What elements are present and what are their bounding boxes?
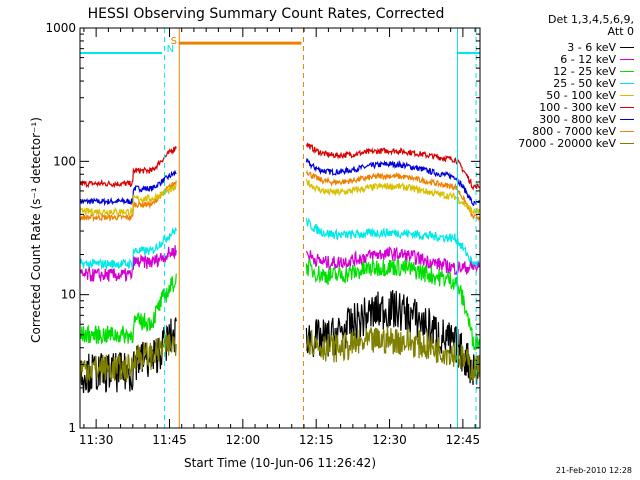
series-line	[305, 178, 480, 216]
series-line	[80, 169, 177, 207]
legend-item: 50 - 100 keV	[488, 90, 634, 102]
series-line	[305, 217, 480, 268]
x-tick-label: 12:00	[226, 433, 261, 447]
legend: Det 1,3,4,5,6,9, Att 0 3 - 6 keV 6 - 12 …	[488, 14, 634, 150]
legend-swatch	[620, 94, 634, 96]
legend-swatch	[620, 106, 634, 108]
saa-letter: S	[171, 36, 177, 47]
series-line	[305, 290, 480, 385]
legend-label: 6 - 12 keV	[560, 53, 616, 66]
legend-item: 12 - 25 keV	[488, 66, 634, 78]
legend-label: 3 - 6 keV	[567, 41, 616, 54]
legend-label: 7000 - 20000 keV	[518, 137, 616, 150]
series-line	[305, 326, 480, 382]
series-line	[305, 246, 480, 276]
legend-item: 7000 - 20000 keV	[488, 138, 634, 150]
legend-label: 25 - 50 keV	[553, 77, 616, 90]
legend-label: 50 - 100 keV	[546, 89, 616, 102]
legend-swatch	[620, 46, 634, 48]
series-line	[80, 146, 177, 189]
x-tick-label: 12:15	[299, 433, 334, 447]
legend-header-line-1: Det 1,3,4,5,6,9,	[547, 13, 634, 26]
timestamp: 21-Feb-2010 12:28	[555, 466, 632, 475]
series-line	[80, 273, 177, 345]
chart-title: HESSI Observing Summary Count Rates, Cor…	[88, 6, 445, 22]
legend-swatch	[620, 130, 634, 132]
legend-item: 3 - 6 keV	[488, 42, 634, 54]
legend-swatch	[620, 118, 634, 120]
x-tick-label: 11:30	[79, 433, 114, 447]
legend-item: 800 - 7000 keV	[488, 126, 634, 138]
series-line	[305, 169, 480, 222]
series-line	[305, 258, 480, 351]
night-letter: N	[167, 44, 174, 55]
y-tick-label: 1000	[45, 21, 76, 35]
legend-swatch	[620, 142, 634, 144]
legend-item: 100 - 300 keV	[488, 102, 634, 114]
series-line	[80, 245, 177, 283]
series-line	[80, 332, 177, 383]
x-tick-label: 11:45	[152, 433, 187, 447]
legend-item: 300 - 800 keV	[488, 114, 634, 126]
legend-swatch	[620, 70, 634, 72]
series-line	[80, 227, 177, 271]
legend-header-line-2: Att 0	[607, 25, 634, 38]
axis-layer: 11:30 11:45 12:00 12:15 12:30 12:45 1 10 100 1000	[45, 21, 480, 447]
series-line	[305, 142, 480, 191]
legend-label: 300 - 800 keV	[539, 113, 616, 126]
series-line	[305, 157, 480, 207]
x-axis-label: Start Time (10-Jun-06 11:26:42)	[184, 456, 376, 470]
y-tick-label: 1	[68, 421, 76, 435]
legend-item: 6 - 12 keV	[488, 54, 634, 66]
legend-swatch	[620, 58, 634, 60]
legend-label: 800 - 7000 keV	[532, 125, 616, 138]
y-axis-label: Corrected Count Rate (s⁻¹ detector⁻¹)	[29, 117, 43, 343]
x-tick-label: 12:30	[372, 433, 407, 447]
series-layer	[80, 142, 480, 393]
legend-item: 25 - 50 keV	[488, 78, 634, 90]
y-tick-label: 100	[53, 154, 76, 168]
legend-label: 100 - 300 keV	[539, 101, 616, 114]
series-line	[80, 184, 177, 217]
x-tick-label: 12:45	[446, 433, 481, 447]
legend-swatch	[620, 82, 634, 84]
annotation-layer: SN	[80, 28, 480, 428]
y-tick-label: 10	[61, 288, 76, 302]
legend-label: 12 - 25 keV	[553, 65, 616, 78]
